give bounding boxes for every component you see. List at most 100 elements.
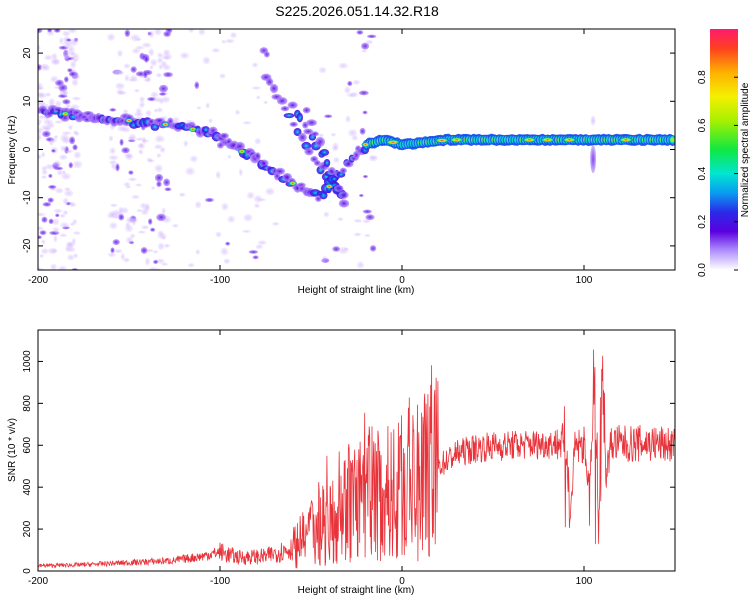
ridge-cell [293, 127, 302, 137]
heatmap-noise-cell [356, 30, 364, 35]
heatmap-noise-cell [154, 135, 165, 143]
heatmap-noise-cell [61, 89, 68, 96]
heatmap-noise-cell [110, 247, 115, 254]
heatmap-noise-cell [56, 169, 64, 176]
heatmap-noise-cell [364, 233, 371, 238]
heatmap-noise-cell [55, 187, 64, 194]
heatmap-noise-cell [72, 130, 79, 135]
heatmap-noise-cell [265, 187, 275, 196]
ridge-cell [302, 107, 311, 114]
heatmap-noise-cell [187, 263, 195, 268]
heatmap-noise-cell [51, 149, 56, 153]
heatmap-noise-cell [202, 56, 211, 65]
heatmap-noise-cell [163, 178, 171, 187]
heatmap-noise-cell [324, 114, 333, 118]
heatmap-noise-cell [142, 42, 152, 48]
heatmap-noise-cell [41, 151, 46, 158]
heatmap-noise-cell [154, 173, 164, 182]
heatmap-noise-cell [140, 225, 150, 230]
heatmap-noise-cell [53, 234, 58, 243]
heatmap-noise-cell [135, 71, 146, 77]
heatmap-noise-cell [128, 170, 134, 175]
heatmap-noise-cell [49, 137, 58, 143]
ridge-hotspot [61, 111, 70, 117]
heatmap-content [38, 29, 675, 270]
heatmap-noise-cell [68, 29, 77, 34]
heatmap-noise-cell [194, 201, 202, 209]
heatmap-noise-cell [242, 121, 252, 125]
heatmap-noise-cell [108, 135, 114, 142]
heatmap-noise-cell [161, 96, 171, 103]
heatmap-noise-cell [149, 65, 154, 70]
ridge-hotspot [435, 138, 450, 143]
heatmap-noise-cell [62, 210, 69, 216]
heatmap-noise-cell [154, 164, 163, 173]
heatmap-noise-cell [62, 30, 71, 37]
heatmap-noise-cell [65, 103, 71, 109]
heatmap-noise-cell [153, 97, 162, 103]
heatmap-noise-cell [359, 193, 364, 198]
heatmap-noise-cell [139, 96, 145, 103]
heatmap-noise-cell [153, 259, 159, 265]
heatmap-noise-cell [38, 100, 45, 107]
heatmap-noise-cell [358, 90, 369, 96]
heatmap-noise-cell [216, 142, 224, 149]
heatmap-noise-cell [39, 230, 47, 236]
heatmap-noise-cell [107, 252, 116, 258]
ridge-cell [590, 115, 596, 126]
heatmap-noise-cell [39, 253, 44, 258]
heatmap-noise-cell [254, 137, 262, 145]
heatmap-noise-cell [135, 45, 145, 50]
heatmap-noise-cell [332, 246, 341, 252]
heatmap-noise-cell [72, 231, 81, 235]
heatmap-noise-cell [230, 32, 237, 39]
y-tick-label: 800 [22, 395, 33, 412]
heatmap-noise-cell [171, 116, 180, 124]
y-tick-label: 1000 [22, 350, 33, 373]
ridge-cell [304, 147, 314, 156]
heatmap-noise-cell [106, 33, 116, 42]
y-tick-label: 10 [22, 95, 33, 107]
heatmap-noise-cell [252, 255, 259, 260]
heatmap-noise-cell [241, 229, 251, 233]
heatmap-noise-cell [157, 242, 165, 251]
ridge-cell [339, 167, 347, 174]
heatmap-noise-cell [365, 214, 375, 221]
ridge-cell [323, 159, 331, 167]
heatmap-noise-cell [68, 71, 77, 77]
heatmap-noise-cell [38, 127, 43, 135]
snr-plot-area [38, 349, 675, 569]
snr-series-line [38, 349, 675, 569]
heatmap-noise-cell [156, 213, 166, 222]
heatmap-noise-cell [50, 263, 57, 270]
heatmap-noise-cell [64, 245, 72, 253]
heatmap-noise-cell [69, 201, 75, 206]
heatmap-noise-cell [40, 65, 51, 71]
heatmap-noise-cell [215, 231, 222, 238]
heatmap-noise-cell [144, 55, 149, 63]
heatmap-noise-cell [72, 96, 81, 101]
heatmap-noise-cell [59, 222, 70, 229]
heatmap-noise-cell [109, 108, 117, 112]
heatmap-noise-cell [120, 252, 125, 261]
heatmap-noise-cell [50, 75, 59, 83]
heatmap-noise-cell [361, 42, 370, 50]
heatmap-noise-cell [253, 195, 263, 203]
heatmap-noise-cell [38, 29, 43, 34]
heatmap-noise-cell [362, 209, 372, 214]
heatmap-noise-cell [118, 206, 124, 214]
heatmap-noise-cell [227, 215, 236, 223]
heatmap-noise-cell [159, 92, 167, 96]
heatmap-noise-cell [124, 74, 130, 82]
heatmap-noise-cell [125, 153, 134, 161]
heatmap-noise-cell [188, 29, 194, 33]
heatmap-noise-cell [63, 76, 69, 83]
ridge-hotspot [449, 137, 464, 143]
heatmap-noise-cell [195, 249, 200, 255]
x-tick-label: 100 [576, 576, 593, 587]
heatmap-noise-cell [58, 265, 67, 270]
heatmap-noise-cell [125, 236, 133, 244]
x-tick-label: -200 [28, 275, 48, 286]
heatmap-noise-cell [59, 233, 68, 238]
